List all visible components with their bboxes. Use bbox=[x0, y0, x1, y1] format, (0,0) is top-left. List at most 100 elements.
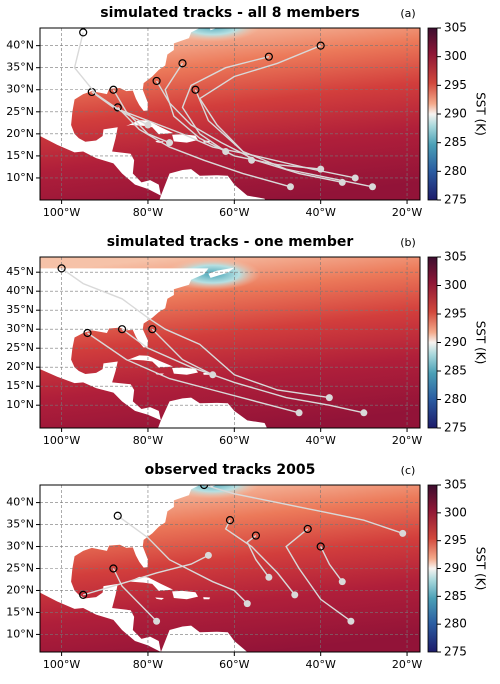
land bbox=[209, 28, 217, 31]
colorbar-tick-label: 280 bbox=[444, 392, 467, 406]
track-end bbox=[264, 52, 273, 61]
map-panel bbox=[40, 257, 420, 428]
x-tick-label: 40°W bbox=[305, 434, 335, 447]
track-end bbox=[303, 524, 312, 534]
colorbar-tick-label: 300 bbox=[444, 49, 467, 63]
x-tick-label: 20°W bbox=[392, 434, 422, 447]
genesis-point bbox=[222, 147, 230, 155]
colorbar-tick-label: 305 bbox=[444, 21, 467, 35]
colorbar bbox=[427, 27, 438, 201]
land bbox=[40, 485, 200, 652]
track-end bbox=[57, 264, 66, 273]
track-end bbox=[152, 76, 161, 86]
x-tick-label: 20°W bbox=[392, 658, 422, 671]
y-tick-label: 30°N bbox=[6, 540, 34, 553]
track-end bbox=[113, 511, 122, 520]
track-end bbox=[83, 328, 92, 338]
y-tick-label: 15°N bbox=[6, 379, 34, 392]
track-end bbox=[148, 325, 157, 334]
colorbar-tick-label: 295 bbox=[444, 533, 467, 547]
storm-track bbox=[285, 528, 352, 622]
track-end bbox=[199, 485, 209, 490]
x-tick-label: 80°W bbox=[133, 434, 163, 447]
storm-track bbox=[82, 554, 209, 596]
map-panel bbox=[40, 485, 420, 652]
y-tick-label: 20°N bbox=[6, 583, 34, 596]
y-tick-label: 40°N bbox=[6, 39, 34, 52]
genesis-point bbox=[248, 156, 256, 164]
colorbar-label: SST (K) bbox=[474, 321, 488, 365]
track-end bbox=[178, 59, 187, 68]
x-tick-label: 40°W bbox=[305, 658, 335, 671]
track-end bbox=[251, 531, 261, 540]
colorbar-tick-label: 275 bbox=[444, 193, 467, 207]
storm-track bbox=[203, 485, 403, 535]
land bbox=[203, 597, 211, 600]
y-tick-label: 40°N bbox=[6, 496, 34, 509]
colorbar-label: SST (K) bbox=[474, 547, 488, 591]
track-end bbox=[79, 28, 88, 37]
genesis-point bbox=[360, 409, 368, 417]
genesis-point bbox=[243, 600, 251, 608]
x-tick-label: 80°W bbox=[133, 658, 163, 671]
genesis-point bbox=[291, 591, 299, 599]
map-frame bbox=[39, 484, 421, 653]
genesis-point bbox=[338, 578, 346, 586]
track-end bbox=[109, 564, 118, 573]
land bbox=[172, 134, 199, 143]
genesis-point bbox=[209, 371, 217, 379]
x-tick-label: 60°W bbox=[219, 658, 249, 671]
genesis-point bbox=[399, 529, 407, 537]
colorbar-tick-label: 275 bbox=[444, 645, 467, 659]
x-tick-label: 100°W bbox=[43, 206, 80, 219]
storm-track bbox=[112, 89, 170, 144]
x-tick-label: 80°W bbox=[133, 206, 163, 219]
x-tick-label: 20°W bbox=[392, 206, 422, 219]
x-tick-label: 40°W bbox=[305, 206, 335, 219]
panel-label: (b) bbox=[400, 236, 416, 249]
map-frame bbox=[39, 27, 421, 201]
colorbar-tick-label: 290 bbox=[444, 561, 467, 575]
colorbar-tick-label: 305 bbox=[444, 250, 467, 264]
y-tick-label: 15°N bbox=[6, 149, 34, 162]
y-tick-label: 15°N bbox=[6, 605, 34, 618]
land bbox=[172, 367, 199, 375]
genesis-point bbox=[144, 121, 152, 129]
y-tick-label: 10°N bbox=[6, 398, 34, 411]
storm-track bbox=[121, 328, 365, 414]
y-tick-label: 20°N bbox=[6, 360, 34, 373]
y-tick-label: 20°N bbox=[6, 127, 34, 140]
colorbar-tick-label: 295 bbox=[444, 307, 467, 321]
land bbox=[172, 590, 199, 600]
storm-track bbox=[112, 568, 158, 622]
storm-track bbox=[61, 267, 330, 399]
land bbox=[160, 625, 248, 652]
land bbox=[208, 267, 235, 278]
storm-track bbox=[73, 32, 149, 126]
panel-title: observed tracks 2005 bbox=[145, 462, 316, 478]
y-tick-label: 25°N bbox=[6, 341, 34, 354]
colorbar-tick-label: 275 bbox=[444, 421, 467, 435]
x-tick-label: 100°W bbox=[43, 434, 80, 447]
colorbar-tick-label: 290 bbox=[444, 107, 467, 121]
colorbar-tick-label: 300 bbox=[444, 278, 467, 292]
storm-track bbox=[117, 106, 291, 188]
colorbar-tick-label: 280 bbox=[444, 617, 467, 631]
storm-track bbox=[87, 332, 300, 414]
colorbar-tick-label: 280 bbox=[444, 164, 467, 178]
storm-track bbox=[320, 546, 343, 583]
storm-track bbox=[117, 515, 248, 605]
storm-track bbox=[198, 44, 321, 161]
colorbar bbox=[427, 484, 438, 653]
panel-label: (a) bbox=[400, 7, 415, 20]
land bbox=[159, 169, 266, 200]
colorbar bbox=[427, 256, 438, 429]
y-tick-label: 30°N bbox=[6, 83, 34, 96]
track-end bbox=[225, 516, 235, 525]
y-tick-label: 40°N bbox=[6, 284, 34, 297]
y-tick-label: 30°N bbox=[6, 322, 34, 335]
storm-track bbox=[151, 328, 214, 376]
track-end bbox=[117, 325, 127, 334]
storm-track bbox=[194, 89, 373, 188]
